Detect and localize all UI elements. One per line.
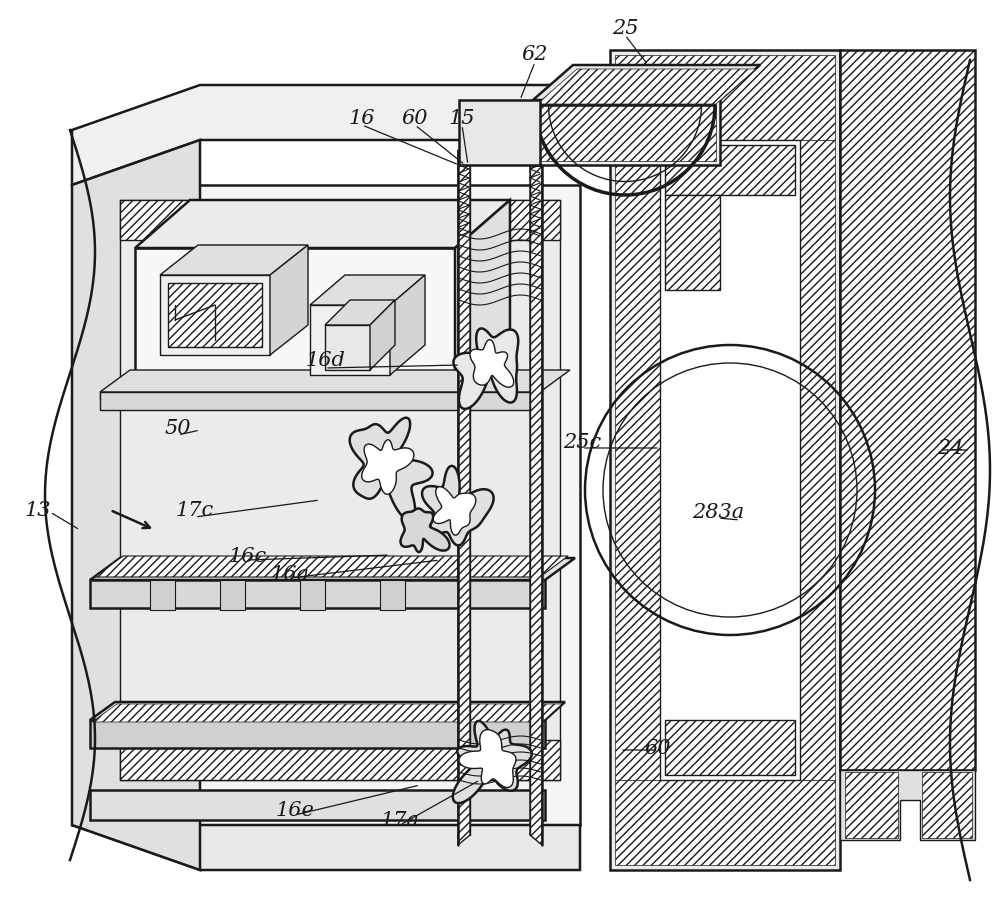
- Polygon shape: [615, 140, 660, 780]
- Polygon shape: [390, 275, 425, 375]
- Polygon shape: [422, 466, 494, 545]
- Polygon shape: [90, 720, 545, 748]
- Polygon shape: [458, 150, 470, 845]
- Polygon shape: [459, 100, 540, 165]
- Polygon shape: [72, 85, 580, 185]
- Polygon shape: [220, 580, 245, 610]
- Polygon shape: [350, 418, 433, 520]
- Polygon shape: [610, 50, 840, 870]
- Text: 16a: 16a: [270, 566, 310, 585]
- Polygon shape: [660, 140, 800, 780]
- Text: 16c: 16c: [229, 548, 267, 567]
- Polygon shape: [100, 392, 540, 410]
- Polygon shape: [90, 558, 575, 580]
- Polygon shape: [100, 370, 570, 392]
- Polygon shape: [533, 100, 720, 165]
- Text: 24: 24: [937, 438, 963, 457]
- Polygon shape: [72, 825, 580, 870]
- Polygon shape: [90, 580, 545, 608]
- Polygon shape: [150, 580, 175, 610]
- Polygon shape: [537, 69, 756, 104]
- Polygon shape: [530, 150, 542, 845]
- Text: 60: 60: [402, 109, 428, 128]
- Polygon shape: [160, 245, 308, 275]
- Polygon shape: [90, 790, 545, 820]
- Polygon shape: [665, 720, 795, 775]
- Polygon shape: [270, 245, 308, 355]
- Text: 25: 25: [612, 19, 638, 38]
- Polygon shape: [401, 508, 450, 552]
- Text: 15: 15: [449, 109, 475, 128]
- Text: 60: 60: [645, 738, 671, 758]
- Polygon shape: [145, 208, 505, 255]
- Polygon shape: [453, 721, 532, 803]
- Polygon shape: [135, 200, 510, 248]
- Polygon shape: [90, 702, 565, 720]
- Text: 16e: 16e: [276, 800, 314, 820]
- Text: 16: 16: [349, 109, 375, 128]
- Polygon shape: [325, 325, 370, 370]
- Text: 17c: 17c: [176, 500, 214, 520]
- Polygon shape: [362, 440, 414, 494]
- Polygon shape: [800, 140, 835, 780]
- Text: 25c: 25c: [563, 433, 601, 452]
- Polygon shape: [300, 580, 325, 610]
- Polygon shape: [325, 300, 395, 325]
- Polygon shape: [455, 200, 510, 390]
- Polygon shape: [135, 248, 455, 390]
- Polygon shape: [459, 730, 516, 788]
- Polygon shape: [72, 140, 200, 870]
- Polygon shape: [120, 200, 560, 780]
- Polygon shape: [370, 300, 395, 370]
- Polygon shape: [160, 275, 270, 355]
- Polygon shape: [433, 487, 476, 535]
- Polygon shape: [92, 704, 562, 722]
- Polygon shape: [120, 740, 560, 780]
- Polygon shape: [380, 580, 405, 610]
- Polygon shape: [537, 104, 716, 161]
- Polygon shape: [168, 283, 262, 347]
- Polygon shape: [840, 50, 975, 770]
- Polygon shape: [72, 185, 580, 825]
- Text: 283a: 283a: [692, 503, 744, 522]
- Polygon shape: [310, 275, 425, 305]
- Polygon shape: [470, 339, 514, 387]
- Text: 62: 62: [522, 46, 548, 65]
- Text: 50: 50: [165, 418, 191, 437]
- Polygon shape: [845, 772, 898, 838]
- Text: 16d: 16d: [305, 350, 345, 369]
- Polygon shape: [453, 329, 518, 409]
- Polygon shape: [840, 770, 975, 840]
- Polygon shape: [615, 780, 835, 865]
- Polygon shape: [120, 200, 560, 240]
- Polygon shape: [665, 145, 795, 195]
- Text: 17a: 17a: [380, 811, 420, 830]
- Polygon shape: [533, 65, 760, 100]
- Polygon shape: [922, 772, 972, 838]
- Polygon shape: [95, 556, 568, 577]
- Polygon shape: [665, 195, 720, 290]
- Polygon shape: [615, 55, 835, 140]
- Polygon shape: [310, 305, 390, 375]
- Text: 13: 13: [25, 500, 51, 520]
